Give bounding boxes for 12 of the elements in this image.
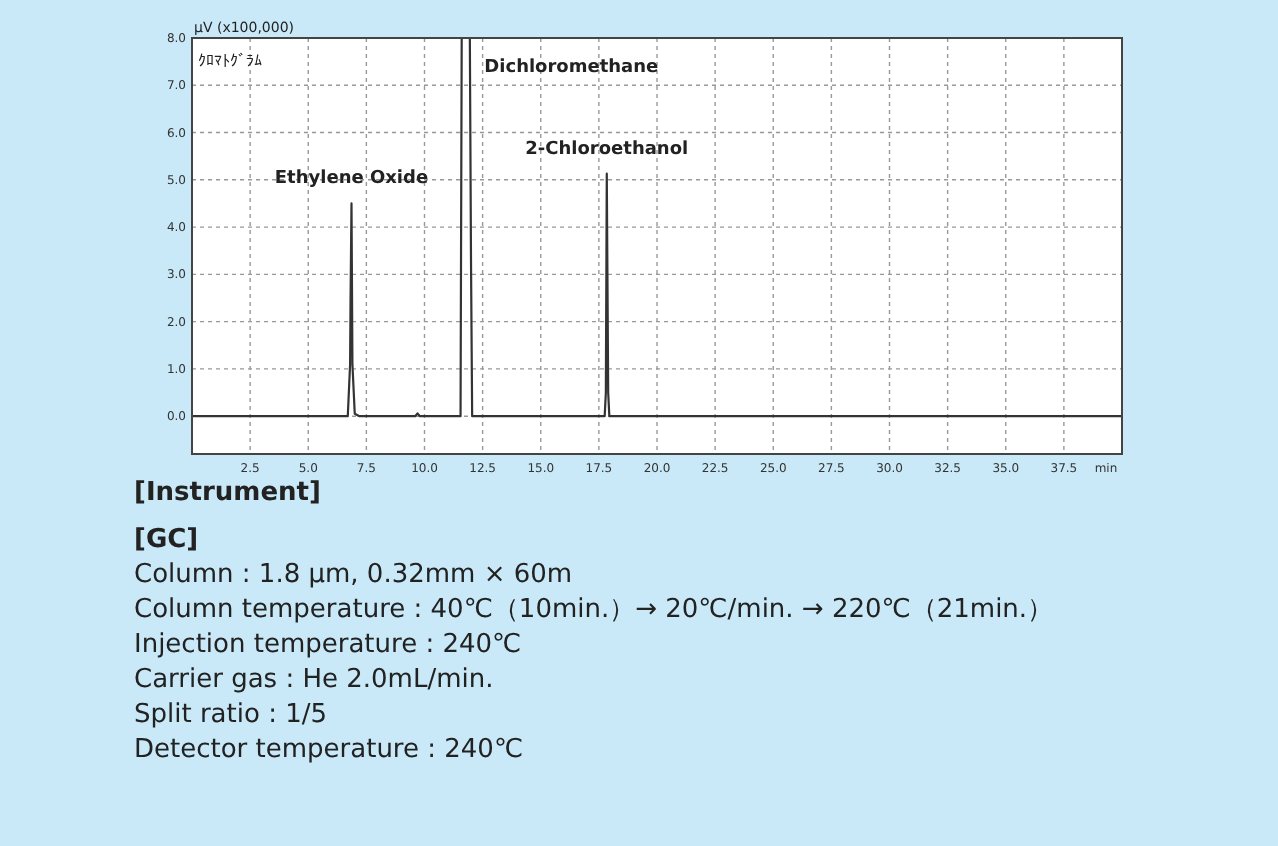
text: Injection temperature : 240℃ — [134, 630, 522, 660]
annotation: Dichloromethane — [484, 58, 659, 78]
annotation: ｸﾛﾏﾄｸﾞﾗﾑ — [198, 52, 262, 70]
text: Detector temperature : 240℃ — [134, 735, 524, 765]
text: [Instrument] — [134, 478, 321, 508]
text: Carrier gas : He 2.0mL/min. — [134, 665, 494, 695]
text: Column : 1.8 μm, 0.32mm × 60m — [134, 560, 573, 590]
annotation: 2-Chloroethanol — [525, 139, 689, 160]
text: Split ratio : 1/5 — [134, 700, 327, 730]
annotation: Ethylene Oxide — [274, 169, 429, 190]
text: [GC] — [134, 525, 199, 555]
text: Column temperature : 40℃（10min.）→ 20℃/min. → 220℃（21min.） — [134, 595, 1054, 625]
